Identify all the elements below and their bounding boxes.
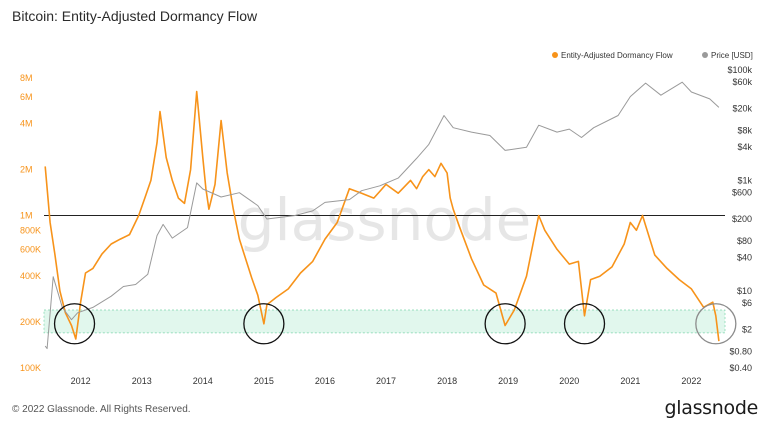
x-tick-label: 2012	[71, 376, 91, 386]
y-right-tick-label: $0.80	[729, 346, 752, 356]
legend-label: Price [USD]	[711, 51, 753, 60]
y-right-tick-label: $20k	[732, 104, 752, 114]
y-left-tick-label: 8M	[20, 73, 33, 83]
highlight-circle	[484, 303, 526, 345]
y-left-tick-label: 800K	[20, 225, 41, 235]
y-right-tick-label: $60k	[732, 77, 752, 87]
highlight-circle	[53, 303, 96, 345]
y-right-tick-label: $200	[732, 214, 752, 224]
y-right-tick-label: $10	[737, 286, 752, 296]
highlight-circle	[563, 303, 606, 345]
x-tick-label: 2020	[559, 376, 579, 386]
y-left-tick-label: 200K	[20, 317, 41, 327]
brand-logo: glassnode	[664, 397, 759, 419]
x-tick-label: 2021	[620, 376, 640, 386]
x-tick-label: 2018	[437, 376, 457, 386]
copyright-text: © 2022 Glassnode. All Rights Reserved.	[12, 404, 191, 415]
x-tick-label: 2013	[132, 376, 152, 386]
x-tick-label: 2014	[193, 376, 213, 386]
y-right-tick-label: $0.40	[729, 363, 752, 373]
x-tick-label: 2019	[498, 376, 518, 386]
legend-marker	[552, 52, 558, 58]
y-right-tick-label: $4k	[737, 142, 752, 152]
y-right-tick-label: $8k	[737, 126, 752, 136]
y-left-tick-label: 400K	[20, 271, 41, 281]
highlight-circle	[695, 303, 737, 345]
y-left-tick-label: 2M	[20, 165, 33, 175]
y-left-tick-label: 1M	[20, 211, 33, 221]
series-dormancy-flow	[44, 90, 720, 342]
y-right-tick-label: $6	[742, 298, 752, 308]
y-right-tick-label: $40	[737, 253, 752, 263]
y-right-tick-label: $2	[742, 324, 752, 334]
series-price	[44, 81, 720, 350]
highlight-circle	[243, 303, 285, 345]
y-right-tick-label: $100k	[727, 65, 752, 75]
y-left-tick-label: 100K	[20, 363, 41, 373]
y-left-tick-label: 6M	[20, 92, 33, 102]
y-left-tick-label: 4M	[20, 119, 33, 129]
x-tick-label: 2022	[681, 376, 701, 386]
y-right-tick-label: $1k	[737, 175, 752, 185]
x-tick-label: 2015	[254, 376, 274, 386]
x-tick-label: 2017	[376, 376, 396, 386]
x-tick-label: 2016	[315, 376, 335, 386]
watermark: glassnode	[238, 186, 532, 254]
page-title: Bitcoin: Entity-Adjusted Dormancy Flow	[12, 8, 258, 24]
y-right-tick-label: $80	[737, 236, 752, 246]
legend-marker	[702, 52, 708, 58]
support-band	[43, 309, 726, 334]
y-right-tick-label: $600	[732, 188, 752, 198]
legend-label: Entity-Adjusted Dormancy Flow	[561, 51, 673, 60]
y-left-tick-label: 600K	[20, 244, 41, 254]
